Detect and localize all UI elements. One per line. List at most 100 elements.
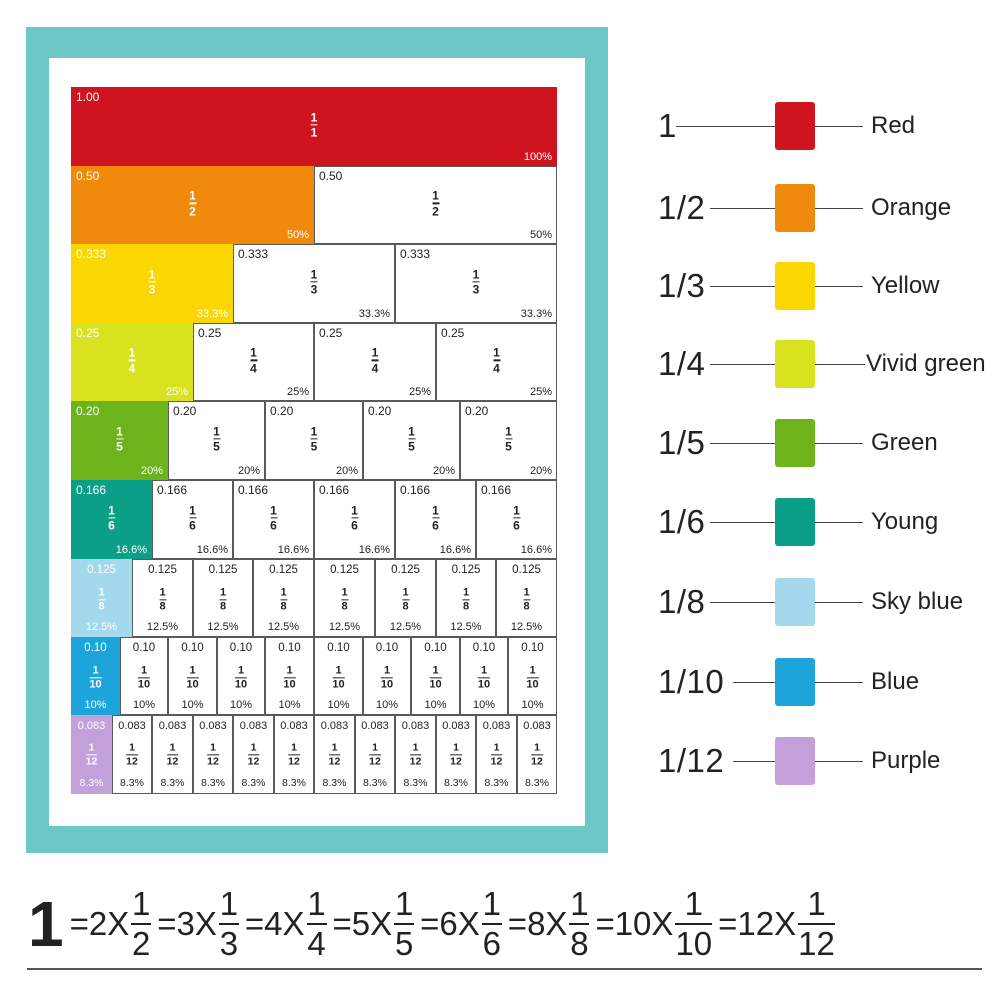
fraction-cell-1-6: 0.166 1 6 16.6% — [71, 480, 152, 559]
fraction-denominator: 8 — [219, 600, 227, 613]
fraction-numerator: 1 — [372, 740, 378, 753]
percent-label: 16.6% — [115, 544, 147, 556]
fraction-numerator: 1 — [140, 663, 148, 676]
equation-fraction: 1 12 — [798, 886, 835, 962]
fraction-numerator: 1 — [98, 585, 105, 598]
equation-fraction-bar — [218, 923, 239, 925]
fraction-denominator: 12 — [450, 755, 462, 768]
fraction-bar — [116, 438, 123, 440]
equation-numerator: 1 — [807, 885, 826, 922]
unit-fraction: 1 12 — [409, 741, 422, 767]
fraction-bar — [462, 598, 470, 601]
percent-label: 20% — [237, 465, 260, 477]
fraction-cell-1-8: 0.125 1 8 12.5% — [436, 559, 496, 637]
fraction-numerator: 1 — [291, 740, 297, 753]
fraction-cell-1-6: 0.166 1 6 16.6% — [152, 480, 233, 559]
percent-label: 10% — [424, 699, 447, 711]
fraction-numerator: 1 — [523, 585, 530, 598]
unit-fraction: 1 10 — [477, 664, 491, 690]
percent-label: 8.3% — [282, 777, 306, 789]
percent-label: 12.5% — [207, 621, 239, 633]
percent-label: 10% — [181, 699, 204, 711]
decimal-label: 0.20 — [270, 404, 294, 418]
fraction-bar — [432, 202, 439, 205]
legend-connector-left — [733, 761, 775, 763]
percent-label: 50% — [286, 229, 309, 241]
fraction-numerator: 1 — [169, 740, 176, 753]
fraction-numerator: 1 — [513, 503, 520, 518]
fraction-denominator: 10 — [89, 678, 102, 691]
percent-label: 16.6% — [520, 544, 552, 556]
fraction-denominator: 5 — [213, 439, 220, 454]
fraction-bar — [250, 359, 257, 362]
fraction-denominator: 10 — [332, 678, 345, 691]
legend-connector-left — [710, 602, 775, 604]
fraction-bar — [310, 438, 318, 440]
percent-label: 8.3% — [120, 777, 144, 789]
decimal-label: 0.083 — [482, 720, 511, 732]
color-swatch — [775, 419, 815, 467]
decimal-label: 0.10 — [278, 642, 301, 654]
fraction-cell-1-10: 0.10 1 10 10% — [265, 637, 314, 715]
fraction-denominator: 3 — [310, 282, 318, 297]
fraction-bar — [450, 753, 462, 756]
fraction-cell-1-3: 0.333 1 3 33.3% — [395, 244, 557, 323]
fraction-cell-1-12: 0.083 1 12 8.3% — [517, 715, 557, 794]
percent-label: 25% — [408, 386, 431, 398]
fraction-bar — [523, 598, 530, 601]
color-swatch — [775, 340, 815, 388]
fraction-numerator: 1 — [250, 740, 257, 753]
decimal-label: 0.10 — [375, 642, 399, 654]
legend-connector-right — [815, 602, 863, 604]
fraction-denominator: 6 — [351, 518, 358, 533]
fraction-denominator: 10 — [283, 678, 296, 691]
fraction-cell-1-8: 0.125 1 8 12.5% — [193, 559, 253, 637]
equation-numerator: 1 — [394, 885, 414, 922]
equation-multiplier: =10X — [595, 905, 674, 942]
equation-numerator: 1 — [307, 885, 326, 922]
legend-row-yellow: 1/3 Yellow — [0, 261, 1000, 311]
equation-fraction-bar — [131, 923, 152, 925]
fraction-numerator: 1 — [462, 585, 470, 598]
fraction-denominator: 4 — [128, 361, 136, 376]
fraction-cell-1-8: 0.125 1 8 12.5% — [496, 559, 557, 637]
decimal-label: 0.083 — [199, 720, 227, 732]
legend-fraction: 1/2 — [658, 189, 706, 226]
fraction-denominator: 10 — [137, 678, 151, 691]
unit-fraction: 1 12 — [369, 740, 381, 767]
fraction-bar — [137, 676, 151, 679]
unit-fraction: 1 12 — [247, 740, 260, 767]
fraction-numerator: 1 — [270, 503, 277, 518]
percent-label: 20% — [140, 465, 163, 477]
fraction-cell-1-4: 0.25 1 4 25% — [314, 323, 436, 401]
legend-color-name: Orange — [871, 194, 952, 221]
decimal-label: 0.25 — [76, 326, 100, 340]
fraction-cell-1-4: 0.25 1 4 25% — [436, 323, 557, 401]
unit-fraction: 1 12 — [288, 740, 300, 767]
decimal-label: 0.083 — [523, 720, 551, 732]
equation-term: =12X 1 12 — [718, 886, 841, 962]
legend-connector-right — [815, 364, 865, 366]
equivalence-equation: 1 =2X 1 2 =3X 1 3 =4X 1 4 =5X 1 5 =6X 1 6 =8X 1 8 =10X 1 10 =… — [28, 878, 841, 970]
equation-numerator: 1 — [570, 885, 589, 922]
fraction-bar — [98, 598, 105, 601]
equation-term: =6X 1 6 — [420, 886, 508, 962]
fraction-bar — [186, 676, 199, 679]
decimal-label: 0.25 — [441, 326, 465, 340]
fraction-numerator: 1 — [432, 503, 439, 518]
legend-connector-right — [815, 126, 863, 128]
decimal-label: 0.20 — [76, 404, 100, 418]
fraction-cell-1-12: 0.083 1 12 8.3% — [71, 715, 112, 794]
fraction-cell-1-3: 0.333 1 3 33.3% — [71, 244, 233, 323]
decimal-label: 0.125 — [512, 564, 541, 576]
percent-label: 8.3% — [525, 777, 549, 789]
